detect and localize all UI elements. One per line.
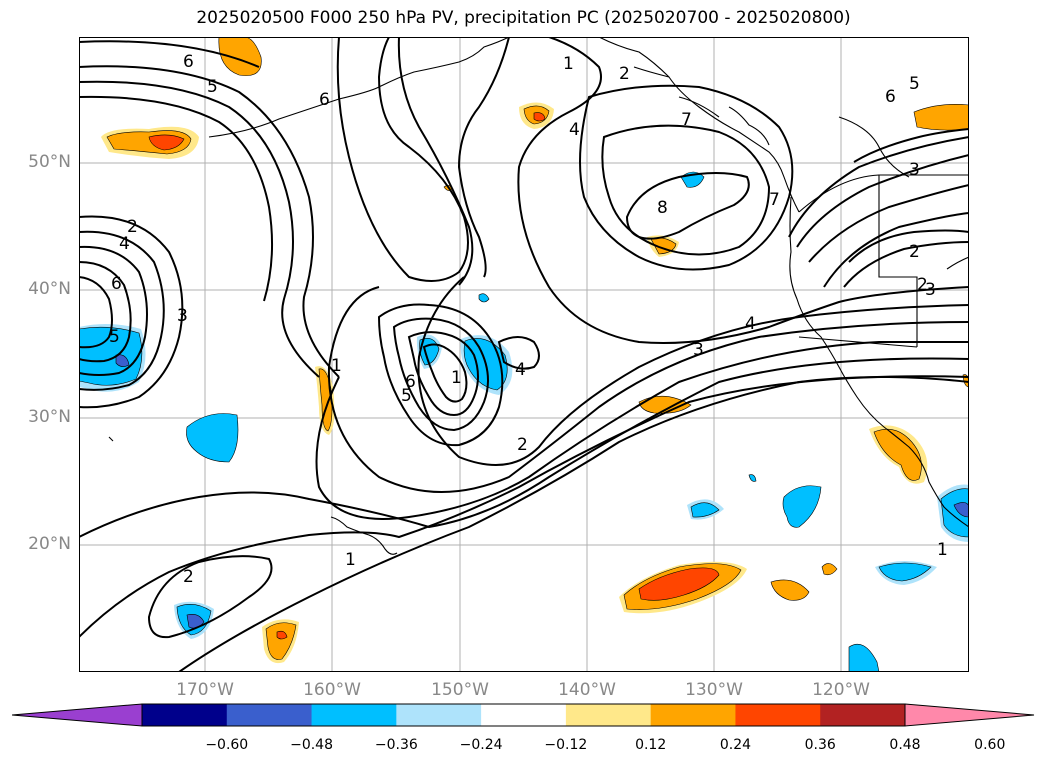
- precip-positive-area: [873, 428, 922, 481]
- contour-label: 7: [681, 110, 692, 130]
- pv-contours: [79, 37, 969, 672]
- colorbar-segment: [142, 704, 228, 726]
- precip-negative-area: [953, 502, 969, 518]
- contour-label: 1: [563, 54, 574, 74]
- contour-label: 6: [111, 274, 122, 294]
- colorbar-tick-label: 0.24: [719, 737, 752, 753]
- colorbar-tick-label: 0.60: [974, 737, 1006, 753]
- map-title: 2025020500 F000 250 hPa PV, precipitatio…: [196, 8, 851, 28]
- longitude-label: 160°W: [303, 680, 361, 700]
- longitude-label: 170°W: [176, 680, 234, 700]
- colorbar-segment: [820, 704, 906, 726]
- precip-positive-area: [638, 567, 720, 601]
- contour-label: 3: [925, 280, 936, 300]
- contour-label: 1: [331, 356, 342, 376]
- latitude-label: 40°N: [28, 279, 71, 299]
- map-canvas: 6 5 1 2 4 8 7 6 5 3 2 4 6 5 3 2 1 6 5 1 …: [79, 37, 969, 672]
- latitude-label: 20°N: [28, 534, 71, 554]
- precip-negative-area: [782, 485, 822, 528]
- colorbar-tick-label: −0.36: [374, 737, 418, 753]
- colorbar-segment: [735, 704, 821, 726]
- colorbar-tick-label: −0.24: [459, 737, 503, 753]
- precip-negative-area: [748, 474, 757, 482]
- precip-positive-area: [533, 112, 546, 122]
- colorbar-tick-label: 0.48: [889, 737, 921, 753]
- precip-negative-area: [186, 413, 239, 463]
- contour-label: 3: [909, 160, 920, 180]
- colorbar-segment: [311, 704, 397, 726]
- precip-negative-area: [940, 488, 969, 538]
- contour-label-group: 6 5 1 2 4 8 7 6 5 3 2 4 6 5 3 2 1 6 5 1 …: [109, 52, 948, 587]
- precip-negative-area: [186, 614, 205, 629]
- contour-label: 2: [517, 435, 528, 455]
- contour-label: 4: [119, 234, 130, 254]
- latitude-label: 50°N: [28, 152, 71, 172]
- contour-label: 2: [909, 242, 920, 262]
- precip-positive-area: [821, 563, 838, 576]
- precip-positive-area: [638, 395, 692, 414]
- colorbar-segments: [12, 703, 1035, 727]
- colorbar-tick-label: 0.12: [635, 737, 667, 753]
- precip-negative-area: [115, 354, 130, 367]
- colorbar-segment: [481, 704, 567, 726]
- contour-label: 5: [109, 327, 120, 347]
- colorbar-extension-high: [904, 703, 1035, 727]
- precip-negative-area: [690, 502, 720, 518]
- contour-label: 5: [401, 386, 412, 406]
- coastlines: [108, 37, 969, 555]
- colorbar-segment: [396, 704, 482, 726]
- contour-label: 2: [127, 217, 138, 237]
- colorbar-extension-low: [12, 703, 143, 727]
- longitude-label: 130°W: [685, 680, 743, 700]
- contour-label: 3: [177, 306, 188, 326]
- colorbar: [12, 703, 1035, 727]
- latitude-label: 30°N: [28, 407, 71, 427]
- precipitation-shading: [79, 37, 969, 672]
- contour-label: 4: [569, 120, 580, 140]
- contour-label: 4: [745, 314, 756, 334]
- longitude-label: 150°W: [431, 680, 489, 700]
- precip-negative-area: [848, 643, 880, 672]
- colorbar-segment: [565, 704, 652, 726]
- precip-negative-area: [478, 293, 490, 303]
- colorbar-tick-label: −0.12: [544, 737, 588, 753]
- contour-label: 6: [319, 90, 330, 110]
- contour-label: 2: [619, 64, 630, 84]
- colorbar-tick-label: −0.48: [290, 737, 333, 753]
- contour-label: 2: [183, 567, 194, 587]
- contour-label: 3: [693, 340, 704, 360]
- longitude-label: 140°W: [558, 680, 616, 700]
- precip-positive-area: [913, 104, 969, 131]
- precip-positive-area: [218, 37, 262, 76]
- map-panel: 6 5 1 2 4 8 7 6 5 3 2 4 6 5 3 2 1 6 5 1 …: [79, 37, 969, 672]
- contour-label: 6: [405, 372, 416, 392]
- contour-label: 6: [183, 52, 194, 72]
- contour-label: 1: [937, 540, 948, 560]
- contour-label: 5: [909, 74, 920, 94]
- contour-label: 7: [769, 190, 780, 210]
- colorbar-tick-label: −0.60: [205, 737, 249, 753]
- precip-positive-area: [265, 622, 297, 660]
- colorbar-segment: [226, 704, 313, 726]
- contour-label: 1: [345, 550, 356, 570]
- contour-label: 8: [657, 198, 668, 218]
- contour-label: 3: [177, 306, 188, 326]
- precip-positive-area: [148, 134, 185, 151]
- precip-positive-area: [276, 630, 288, 640]
- graticule: [79, 37, 969, 672]
- contour-label: 5: [207, 77, 218, 97]
- contour-label: 2: [917, 275, 928, 295]
- colorbar-outline: [141, 703, 906, 727]
- precip-positive-area: [770, 579, 810, 601]
- precip-negative-area: [878, 562, 932, 582]
- colorbar-segment: [650, 704, 736, 726]
- contour-label: 6: [885, 87, 896, 107]
- colorbar-tick-label: 0.36: [804, 737, 836, 753]
- longitude-label: 120°W: [812, 680, 870, 700]
- contour-label: 1: [451, 368, 462, 388]
- contour-label: 4: [515, 360, 526, 380]
